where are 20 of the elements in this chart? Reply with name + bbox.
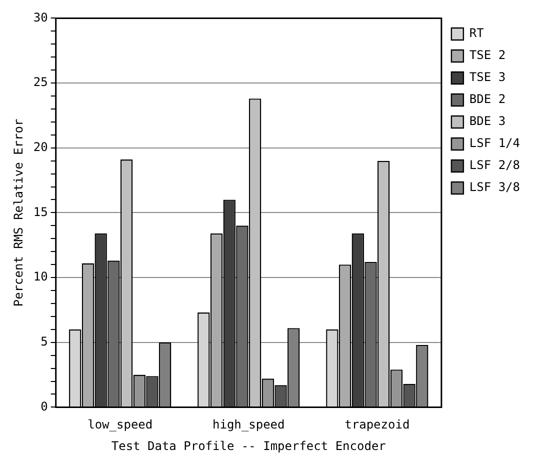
x-axis-title: Test Data Profile -- Imperfect Encoder bbox=[111, 438, 386, 453]
y-tick-label: 0 bbox=[40, 399, 48, 414]
x-tick-label: low_speed bbox=[88, 418, 153, 432]
y-tick-label: 15 bbox=[33, 204, 48, 219]
y-tick-label: 10 bbox=[33, 270, 48, 284]
x-tick-label: high_speed bbox=[212, 418, 285, 432]
legend-label: LSF 3/8 bbox=[469, 180, 520, 194]
legend-label: TSE 2 bbox=[469, 48, 506, 62]
y-tick-label: 5 bbox=[40, 334, 48, 348]
legend-label: BDE 2 bbox=[469, 92, 506, 106]
y-tick-label: 25 bbox=[33, 75, 48, 90]
y-axis-title: Percent RMS Relative Error bbox=[11, 118, 26, 307]
legend-label: BDE 3 bbox=[469, 114, 506, 128]
legend-label: LSF 2/8 bbox=[469, 158, 520, 172]
y-tick-label: 30 bbox=[33, 10, 48, 24]
y-tick-label: 20 bbox=[33, 140, 48, 154]
x-tick-label: trapezoid bbox=[344, 418, 410, 432]
legend-label: LSF 1/4 bbox=[469, 136, 520, 150]
legend-label: TSE 3 bbox=[469, 70, 506, 84]
legend-label: RT bbox=[469, 26, 484, 40]
